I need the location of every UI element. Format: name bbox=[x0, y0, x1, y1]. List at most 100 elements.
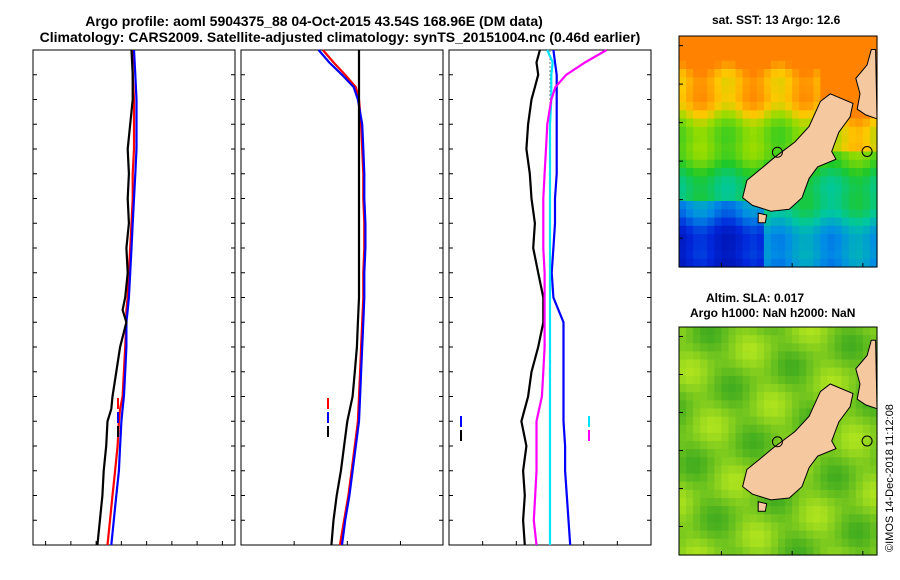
map-pixel bbox=[799, 416, 807, 426]
map-pixel bbox=[834, 184, 843, 194]
map-pixel bbox=[686, 201, 694, 210]
map-pixel bbox=[707, 184, 715, 194]
map-pixel bbox=[855, 36, 864, 45]
map-pixel bbox=[700, 209, 708, 219]
map-pixel bbox=[686, 416, 694, 426]
map-pixel bbox=[862, 242, 871, 252]
map-pixel bbox=[799, 242, 807, 252]
map-pixel bbox=[834, 498, 843, 507]
map-pixel bbox=[778, 258, 786, 268]
map-pixel bbox=[700, 367, 708, 377]
map-pixel bbox=[735, 343, 744, 352]
map-pixel bbox=[799, 359, 807, 369]
map-pixel bbox=[841, 538, 850, 548]
map-pixel bbox=[778, 69, 786, 78]
map-pixel bbox=[714, 192, 723, 202]
map-pixel bbox=[799, 367, 807, 377]
map-pixel bbox=[834, 359, 843, 369]
map-pixel bbox=[700, 69, 708, 78]
series-line-temperature-satellite bbox=[550, 49, 572, 546]
map-pixel bbox=[721, 234, 730, 243]
map-pixel bbox=[756, 424, 765, 434]
map-pixel bbox=[721, 69, 730, 78]
map-pixel bbox=[827, 176, 836, 186]
map-pixel bbox=[707, 327, 715, 336]
sla-map bbox=[678, 326, 878, 556]
map-pixel bbox=[848, 506, 857, 515]
map-pixel bbox=[862, 143, 871, 153]
map-pixel bbox=[707, 359, 715, 369]
map-pixel bbox=[820, 36, 829, 45]
map-frame bbox=[678, 35, 878, 268]
map-pixel bbox=[848, 530, 857, 540]
map-pixel bbox=[679, 530, 687, 540]
map-pixel bbox=[869, 118, 878, 128]
map-pixel bbox=[813, 168, 822, 177]
map-pixel bbox=[841, 60, 850, 70]
map-pixel bbox=[763, 60, 772, 70]
map-pixel bbox=[848, 151, 857, 161]
map-pixel bbox=[714, 514, 723, 523]
map-pixel bbox=[785, 60, 793, 70]
map-pixel bbox=[770, 225, 779, 235]
map-pixel bbox=[707, 514, 715, 523]
map-pixel bbox=[770, 538, 779, 548]
map-pixel bbox=[792, 424, 800, 434]
map-pixel bbox=[848, 192, 857, 202]
map-pixel bbox=[735, 258, 744, 268]
map-pixel bbox=[820, 209, 829, 219]
map-pixel bbox=[792, 351, 800, 361]
map-pixel bbox=[693, 85, 701, 95]
map-pixel bbox=[679, 327, 687, 336]
map-pixel bbox=[848, 209, 857, 219]
map-pixel bbox=[756, 102, 765, 111]
map-pixel bbox=[728, 176, 737, 186]
map-pixel bbox=[721, 489, 730, 499]
map-pixel bbox=[728, 118, 737, 128]
map-pixel bbox=[756, 514, 765, 523]
map-pixel bbox=[756, 258, 765, 268]
series-line-argo bbox=[96, 49, 134, 546]
map-pixel bbox=[862, 465, 871, 475]
map-pixel bbox=[862, 408, 871, 418]
map-pixel bbox=[763, 343, 772, 352]
map-pixel bbox=[735, 209, 744, 219]
map-pixel bbox=[778, 408, 786, 418]
map-pixel bbox=[707, 110, 715, 120]
map-pixel bbox=[728, 209, 737, 219]
map-pixel bbox=[785, 522, 793, 532]
map-pixel bbox=[749, 424, 758, 434]
map-pixel bbox=[841, 77, 850, 87]
map-pixel bbox=[714, 343, 723, 352]
map-pixel bbox=[679, 102, 687, 111]
map-pixel bbox=[848, 343, 857, 352]
map-pixel bbox=[721, 143, 730, 153]
map-pixel bbox=[770, 85, 779, 95]
map-pixel bbox=[714, 384, 723, 393]
map-pixel bbox=[721, 449, 730, 458]
map-pixel bbox=[799, 126, 807, 136]
map-pixel bbox=[806, 375, 814, 385]
map-pixel bbox=[742, 416, 751, 426]
map-pixel bbox=[862, 151, 871, 161]
map-pixel bbox=[679, 473, 687, 483]
map-pixel bbox=[848, 93, 857, 103]
map-pixel bbox=[742, 69, 751, 78]
map-pixel bbox=[749, 168, 758, 177]
map-pixel bbox=[806, 351, 814, 361]
map-pixel bbox=[855, 441, 864, 450]
map-pixel bbox=[869, 416, 878, 426]
map-pixel bbox=[855, 118, 864, 128]
map-pixel bbox=[693, 449, 701, 458]
map-pixel bbox=[770, 102, 779, 111]
map-pixel bbox=[679, 400, 687, 409]
map-pixel bbox=[763, 250, 772, 260]
map-pixel bbox=[862, 258, 871, 268]
map-pixel bbox=[749, 217, 758, 227]
map-pixel bbox=[813, 506, 822, 515]
map-pixel bbox=[827, 192, 836, 202]
map-pixel bbox=[735, 225, 744, 235]
map-pixel bbox=[735, 498, 744, 507]
map-pixel bbox=[792, 102, 800, 111]
